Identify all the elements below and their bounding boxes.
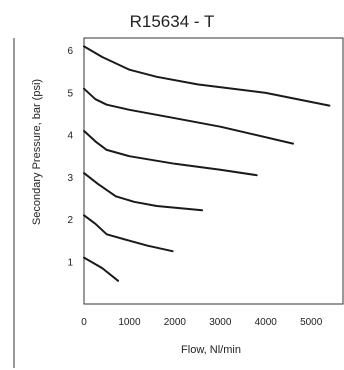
y-tick-label: 6 — [67, 46, 73, 57]
y-tick-label: 4 — [67, 131, 73, 142]
y-tick-label: 1 — [67, 257, 73, 268]
series-line-6 — [83, 256, 120, 282]
x-tick-label: 2000 — [164, 317, 187, 328]
x-tick-label: 5000 — [300, 317, 323, 328]
x-tick-label: 1000 — [118, 317, 141, 328]
series-line-1 — [83, 45, 331, 107]
x-tick-label: 0 — [81, 317, 87, 328]
y-tick-label: 3 — [67, 173, 73, 184]
chart-title: R15634 - T — [130, 12, 215, 31]
series-line-3 — [83, 129, 258, 177]
series-line-4 — [83, 172, 204, 212]
y-tick-label: 5 — [67, 88, 73, 99]
x-tick-labels: 0 1000 2000 3000 4000 5000 — [81, 317, 323, 328]
plot-frame — [83, 37, 344, 305]
y-axis-label: Secondary Pressure, bar (psi) — [31, 79, 43, 225]
y-tick-label: 2 — [67, 215, 73, 226]
x-axis-label: Flow, Nl/min — [181, 344, 241, 356]
series-line-5 — [83, 214, 174, 253]
x-tick-label: 3000 — [209, 317, 232, 328]
x-tick-label: 4000 — [255, 317, 278, 328]
series-line-2 — [83, 87, 294, 145]
y-tick-labels: 1 2 3 4 5 6 — [67, 46, 73, 268]
series-lines — [83, 45, 331, 282]
